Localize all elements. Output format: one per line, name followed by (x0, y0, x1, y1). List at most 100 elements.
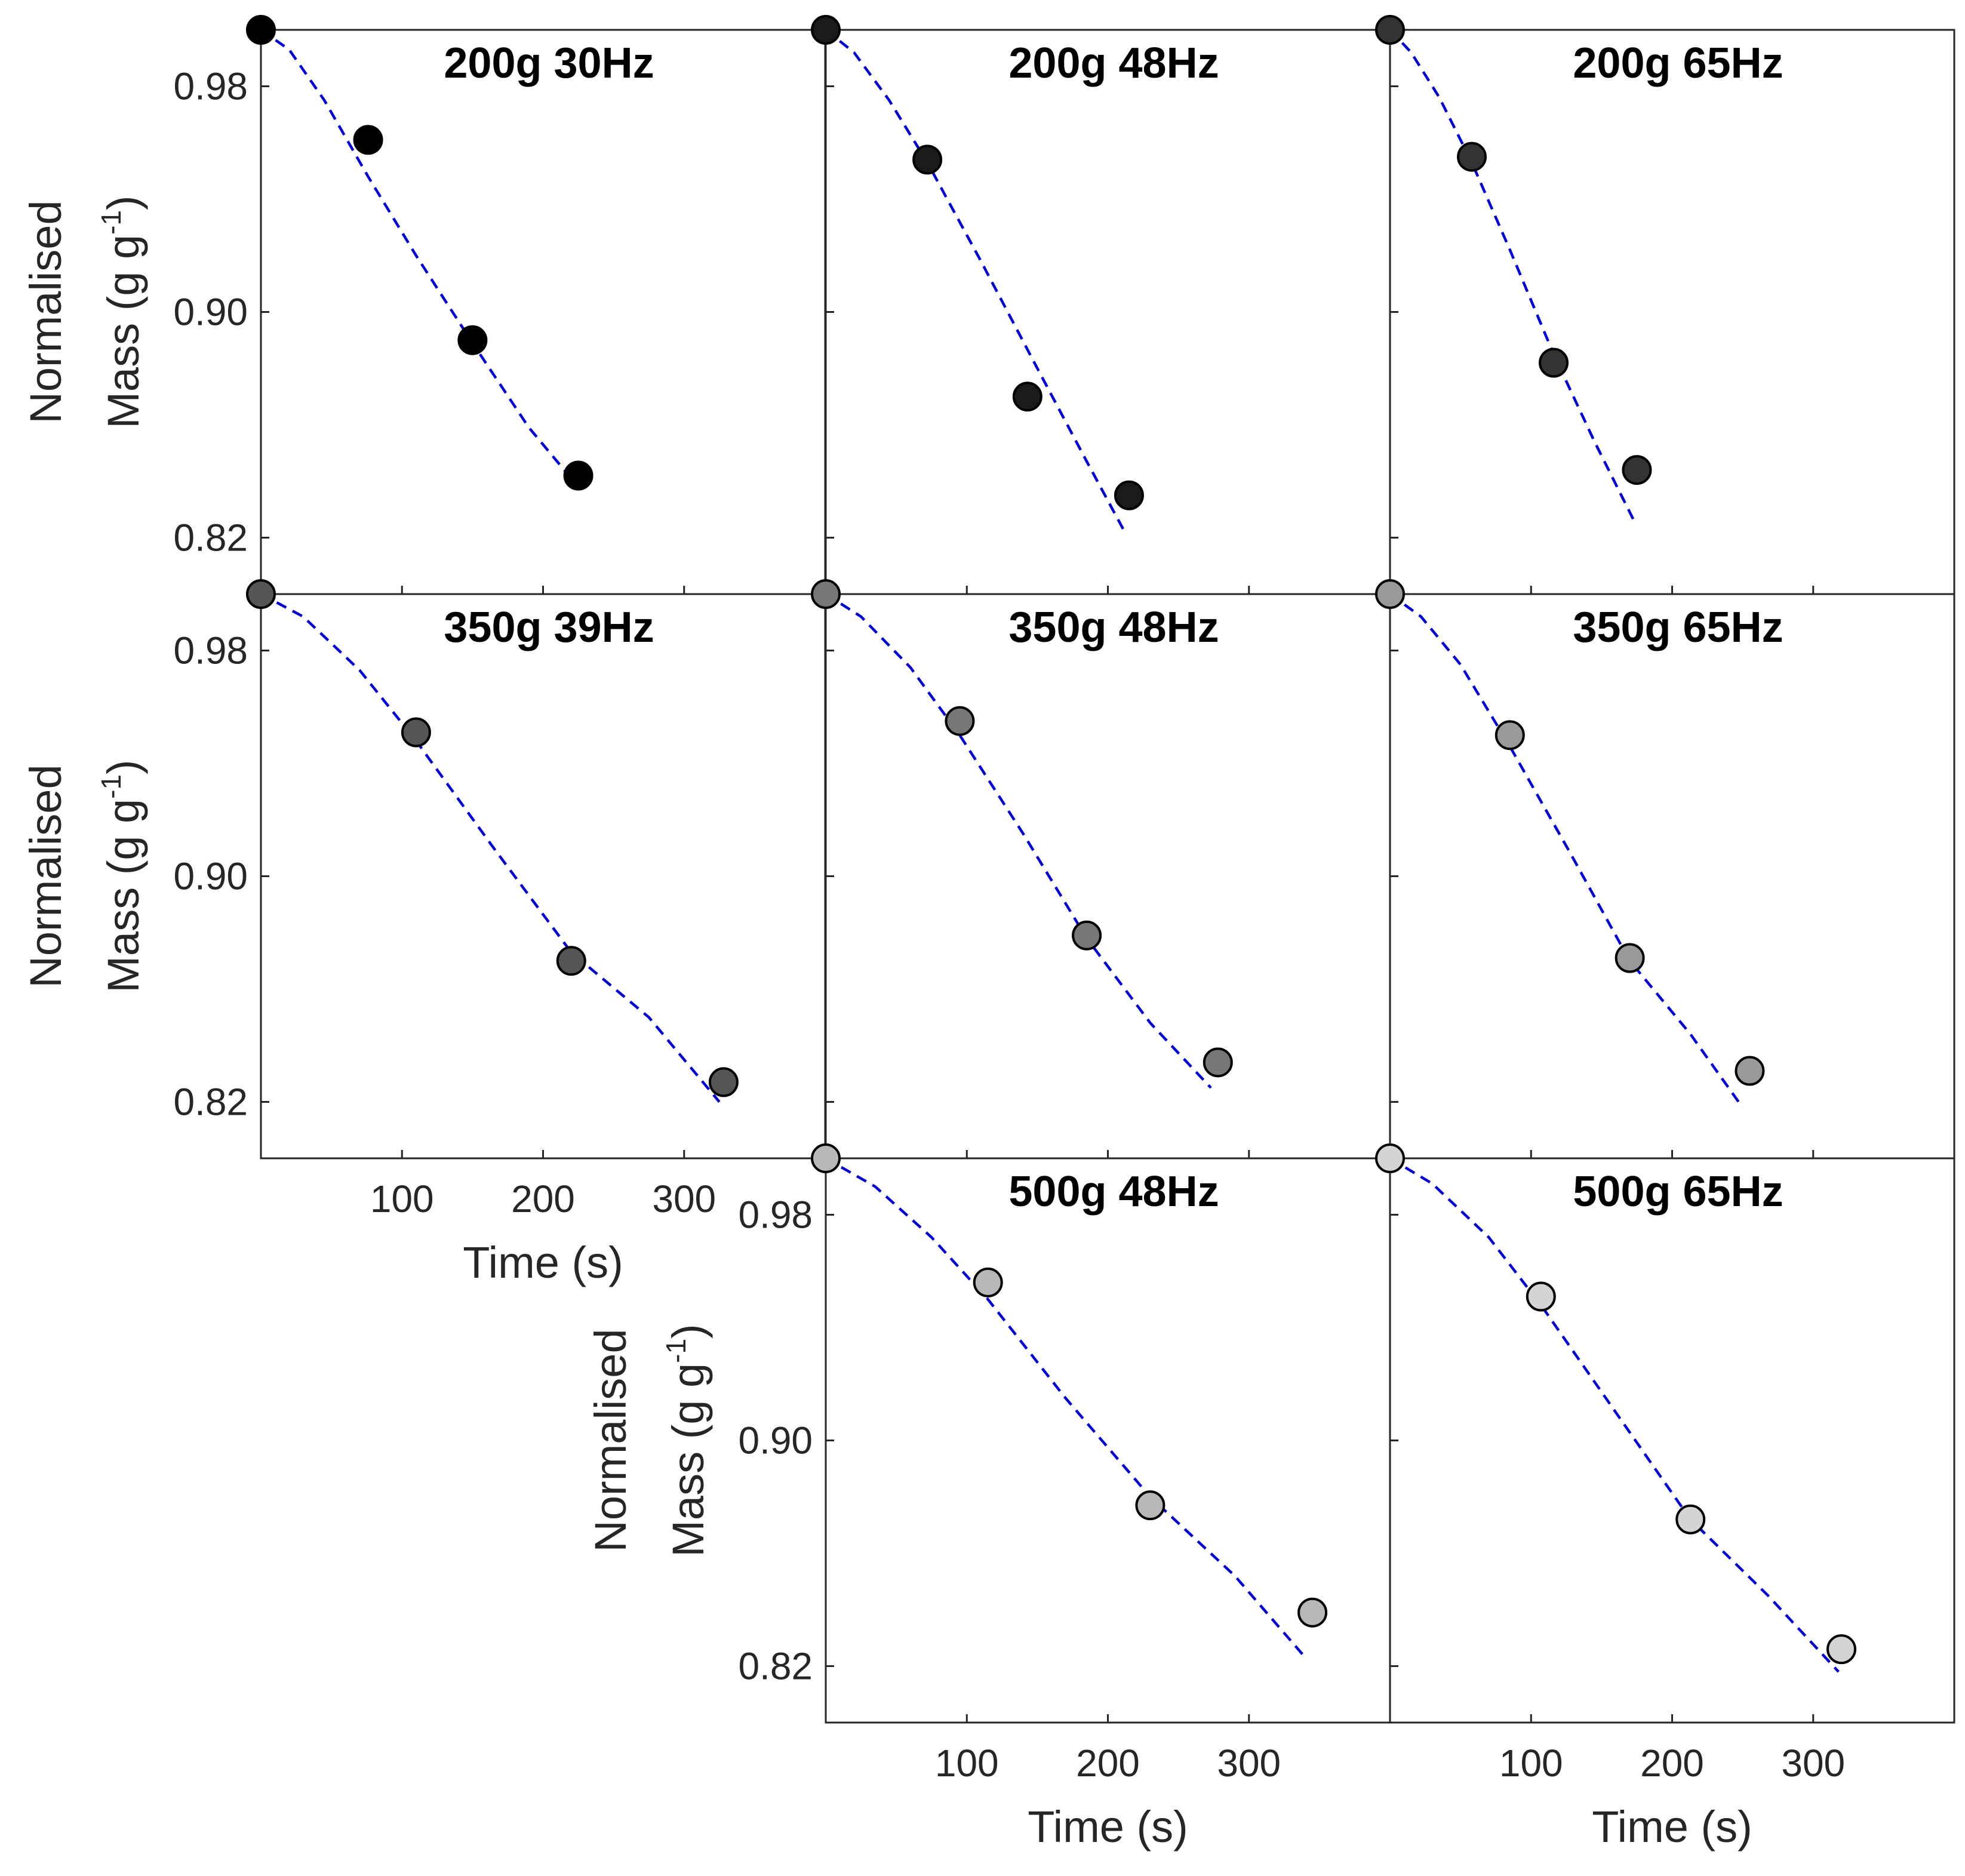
panel-frame (825, 593, 1391, 1160)
data-point (973, 1267, 1003, 1297)
fit-line (825, 593, 1212, 1089)
y-tick-label: 0.98 (173, 629, 248, 672)
y-tick-label: 0.82 (738, 1645, 813, 1688)
x-tick-label: 100 (1499, 1742, 1563, 1785)
data-point (563, 460, 594, 491)
y-axis-label-line1: Normalised (21, 764, 70, 988)
y-axis-label-main: Mass (g g (99, 799, 148, 993)
panel-title: 350g 39Hz (444, 604, 654, 651)
data-point (401, 717, 431, 748)
data-point (811, 579, 841, 609)
data-point (1072, 920, 1102, 951)
fit-line (1389, 1157, 1840, 1673)
y-tick-label: 0.90 (738, 1419, 813, 1462)
data-point (1375, 15, 1405, 45)
x-axis-label: Time (s) (1028, 1802, 1188, 1852)
x-tick-label: 200 (1640, 1742, 1704, 1785)
y-axis-label-line2: Mass (g g-1) (96, 195, 148, 428)
y-tick-label: 0.98 (738, 1194, 813, 1237)
data-point (1675, 1504, 1706, 1534)
y-axis-label-sup: -1 (96, 774, 127, 799)
panel-1: 200g 30Hz 0.82 0.90 0.98 Normalised Mass (g g… (21, 15, 826, 595)
y-tick-label: 0.98 (173, 65, 248, 108)
data-point (1203, 1047, 1233, 1078)
y-tick-label: 0.90 (173, 291, 248, 334)
data-point (811, 15, 841, 45)
y-axis-label-close: ) (99, 759, 148, 774)
fit-line (825, 1157, 1307, 1659)
data-point (811, 1143, 841, 1173)
x-axis-label: Time (s) (1592, 1802, 1752, 1852)
panel-frame (1389, 1157, 1955, 1724)
data-point (1615, 943, 1645, 973)
fit-line (1389, 29, 1635, 522)
data-point (1012, 382, 1043, 412)
x-tick-label: 100 (935, 1742, 999, 1785)
panel-frame (260, 593, 826, 1160)
y-axis-label-line2: Mass (g g-1) (96, 759, 148, 992)
y-tick-label: 0.82 (173, 1081, 248, 1124)
x-tick-label: 300 (1781, 1742, 1845, 1785)
panel-frame (825, 1157, 1391, 1724)
data-point (945, 706, 975, 736)
y-axis-label-sup: -1 (660, 1339, 691, 1363)
data-point (708, 1067, 739, 1097)
data-point (1135, 1490, 1166, 1521)
y-axis-label-close: ) (663, 1324, 713, 1339)
data-point (1526, 1281, 1556, 1312)
panel-title: 200g 30Hz (444, 39, 654, 87)
x-tick-label: 300 (652, 1177, 716, 1220)
fit-line (260, 29, 580, 488)
x-tick-label: 200 (511, 1177, 575, 1220)
panel-5: 350g 48Hz (811, 579, 1391, 1160)
fit-line (260, 593, 721, 1103)
x-axis-label: Time (s) (463, 1238, 623, 1287)
panel-8: 500g 65Hz 100 200 300 Time (s) (1375, 1143, 1955, 1852)
panel-title: 350g 48Hz (1008, 604, 1219, 651)
y-tick-label: 0.90 (173, 855, 248, 898)
fit-line (825, 29, 1126, 533)
data-point (353, 125, 383, 155)
panel-7: 500g 48Hz 0.82 0.90 0.98 Normalised Mass (g g… (586, 1143, 1391, 1852)
panel-3: 200g 65Hz (1375, 15, 1955, 595)
data-point (1826, 1634, 1856, 1665)
x-tick-label: 300 (1217, 1742, 1281, 1785)
data-point (1297, 1597, 1328, 1628)
data-point (1457, 142, 1487, 172)
data-point (556, 946, 586, 976)
data-point (1114, 480, 1144, 510)
data-point (1539, 347, 1569, 378)
fit-line (1389, 593, 1744, 1109)
data-point (1375, 579, 1405, 609)
data-point (246, 15, 276, 45)
data-point (1494, 720, 1525, 751)
y-axis-label-line1: Normalised (586, 1328, 635, 1552)
panel-title: 350g 65Hz (1573, 604, 1783, 651)
panel-title: 200g 48Hz (1008, 39, 1219, 87)
panel-frame (1389, 29, 1955, 595)
y-axis-label-line2: Mass (g g-1) (660, 1324, 713, 1557)
panel-title: 200g 65Hz (1573, 39, 1783, 87)
data-point (912, 144, 943, 175)
panel-2: 200g 48Hz (811, 15, 1391, 595)
panel-frame (260, 29, 826, 595)
panel-4: 350g 39Hz 0.82 0.90 0.98 Normalised Mass (g g… (21, 579, 826, 1287)
y-tick-label: 0.82 (173, 516, 248, 559)
data-point (1735, 1056, 1765, 1086)
panel-title: 500g 48Hz (1008, 1168, 1219, 1216)
y-axis-label-line1: Normalised (21, 200, 70, 423)
x-tick-label: 200 (1076, 1742, 1140, 1785)
y-axis-label-main: Mass (g g (663, 1363, 713, 1557)
x-tick-label: 100 (370, 1177, 434, 1220)
y-axis-label-main: Mass (g g (99, 235, 148, 429)
data-point (457, 325, 488, 355)
y-axis-label-close: ) (99, 195, 148, 210)
y-axis-label-sup: -1 (96, 210, 127, 235)
panel-frame (1389, 593, 1955, 1160)
panel-frame (825, 29, 1391, 595)
data-point (1622, 455, 1652, 485)
panel-title: 500g 65Hz (1573, 1168, 1783, 1216)
panel-6: 350g 65Hz (1375, 579, 1955, 1160)
data-point (1375, 1143, 1405, 1173)
